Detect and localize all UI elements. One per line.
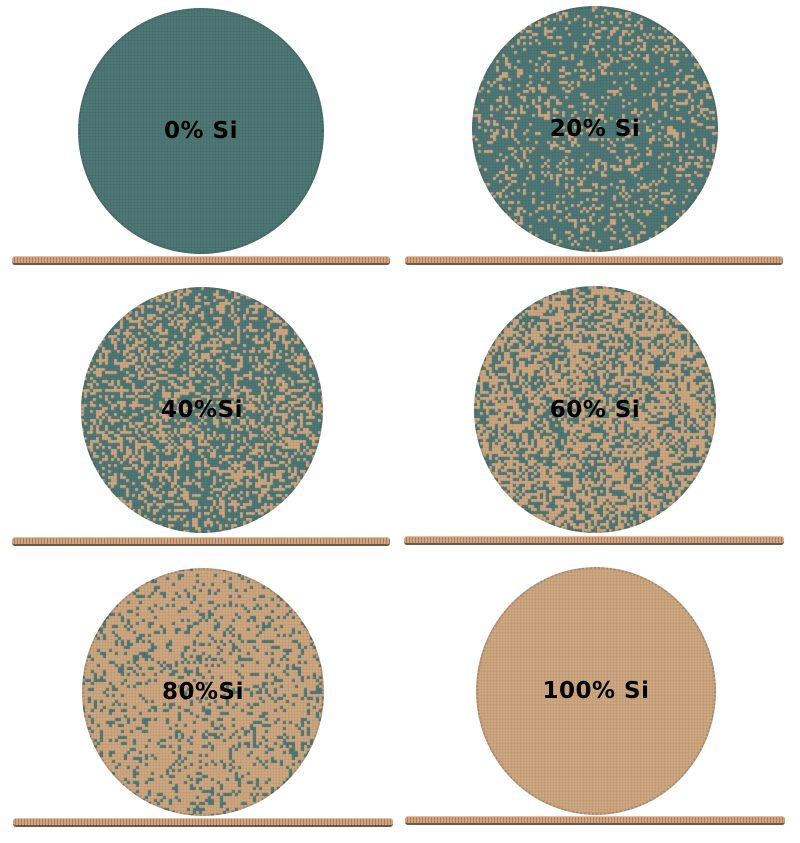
composition-label: 60% Si <box>549 396 641 423</box>
particle-texture <box>81 287 323 533</box>
particle-texture <box>472 6 718 252</box>
substrate-slab <box>12 256 390 265</box>
nanoparticle: 20% Si <box>472 6 718 252</box>
particle-texture <box>476 567 716 815</box>
nanoparticle: 60% Si <box>474 286 716 533</box>
composition-label: 100% Si <box>542 678 650 704</box>
nanoparticle: 100% Si <box>476 567 716 815</box>
particle-texture <box>82 568 324 816</box>
substrate-slab <box>405 816 785 825</box>
composition-label: 80%Si <box>161 679 244 705</box>
nanoparticle: 40%Si <box>81 287 323 533</box>
nanoparticle: 80%Si <box>82 568 324 816</box>
particle-texture <box>78 8 324 254</box>
panel-20pct: 20% Si <box>400 0 800 281</box>
panel-0pct: 0% Si <box>0 0 400 281</box>
substrate-slab <box>404 536 784 545</box>
substrate-slab <box>12 537 390 546</box>
nanoparticle: 0% Si <box>78 8 324 254</box>
composition-label: 0% Si <box>163 118 238 144</box>
panel-100pct: 100% Si <box>400 562 800 843</box>
panel-60pct: 60% Si <box>400 281 800 562</box>
panel-40pct: 40%Si <box>0 281 400 562</box>
panel-80pct: 80%Si <box>0 562 400 843</box>
composition-label: 40%Si <box>160 397 243 423</box>
particle-texture <box>474 286 716 533</box>
substrate-slab <box>405 256 783 265</box>
composition-label: 20% Si <box>549 116 641 142</box>
substrate-slab <box>13 818 393 827</box>
